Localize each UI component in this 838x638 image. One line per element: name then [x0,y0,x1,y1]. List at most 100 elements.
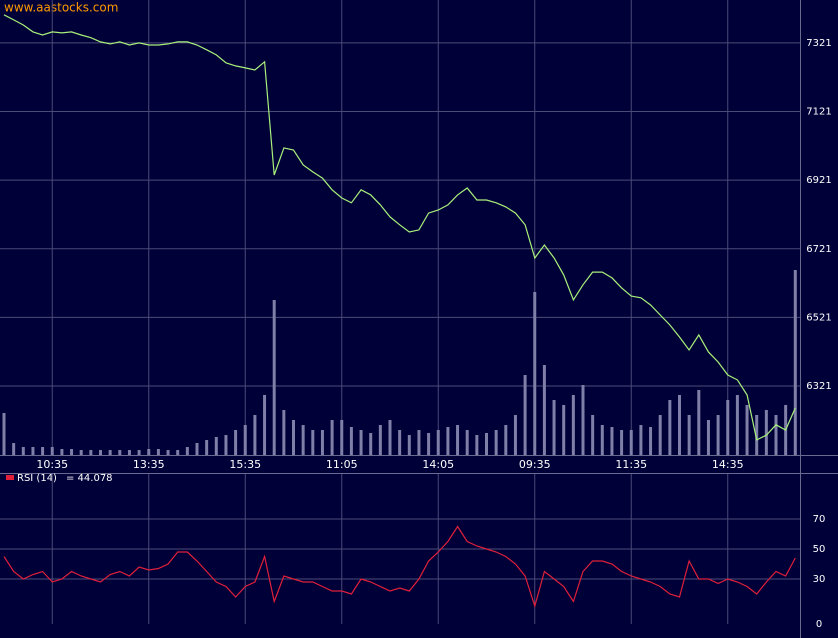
volume-bar [41,447,45,455]
volume-bar [156,449,160,455]
volume-bar [234,430,238,455]
y-tick-label: 6721 [806,244,831,255]
volume-bar [581,385,585,455]
volume-bar [436,430,440,455]
volume-bar [735,395,739,455]
x-tick-label: 11:35 [615,458,647,471]
volume-bar [292,420,295,455]
x-tick-label: 13:35 [133,458,165,471]
volume-bar [494,430,498,455]
volume-bar [600,425,604,455]
brand: www.aastocks.com [4,1,118,15]
volume-bar [263,395,267,455]
volume-bar [89,450,93,455]
volume-bar [311,430,315,455]
volume-bar [716,415,720,455]
volume-bar [697,390,701,455]
volume-bar [398,430,402,455]
volume-bar [137,450,141,455]
volume-bar [639,425,643,455]
volume-bar [523,375,527,455]
volume-bar [678,395,681,455]
volume-bar [79,450,83,455]
series-line [3,14,796,441]
volume-bar [108,450,112,455]
volume-bar [533,292,537,455]
volume-bar [745,405,749,455]
x-tick-label: 14:35 [712,458,744,471]
y-tick-label: 0 [816,619,822,630]
volume-bar [195,443,199,455]
volume-bar [147,449,151,455]
volume-bar [552,400,556,455]
y-tick-label: 7321 [806,38,831,49]
volume-bar [562,405,566,455]
volume-bar [99,450,102,455]
x-tick-label: 15:35 [229,458,261,471]
volume-bar [456,425,460,455]
volume-bar [176,450,180,455]
legend-swatch [6,475,14,480]
x-tick-label: 10:35 [36,458,68,471]
volume-bar [726,400,730,455]
rsi-annotation: = 44.078 [66,473,113,484]
volume-bar [513,415,517,455]
volume-bar [50,447,54,455]
volume-bar [774,415,778,455]
volume-bar [465,430,469,455]
volume-bar [253,415,257,455]
volume-bar [793,270,797,455]
volume-bar [417,430,421,455]
volume-bar [349,427,353,455]
volume-bar [12,443,16,455]
volume-bar [610,427,614,455]
volume-bar [340,420,344,455]
volume-bar [282,410,286,455]
volume-bar [21,447,25,455]
y-tick-label: 6921 [806,175,831,186]
volume-bar [591,415,595,455]
volume-bar [118,450,122,455]
volume-bar [272,300,276,455]
volume-bar [658,415,662,455]
volume-bar [127,450,131,455]
volume-bar [369,433,373,455]
volume-bar [668,400,672,455]
x-tick-label: 09:35 [519,458,551,471]
volume-bar [185,447,189,455]
volume-bar [60,449,64,455]
volume-bar [755,415,759,455]
x-tick-label: 11:05 [326,458,358,471]
volume-bar [649,427,653,455]
volume-bar [205,440,209,455]
volume-bar [571,395,575,455]
volume-bar [764,410,768,455]
volume-bar [2,413,6,455]
volume-bar [243,425,247,455]
volume-bar [687,415,691,455]
volume-bar [407,435,411,455]
volume-bar [629,430,633,455]
y-tick-label: 6521 [806,312,831,323]
y-tick-label: 7121 [806,107,831,118]
volume-bar [446,427,450,455]
volume-bar [320,430,324,455]
volume-bar [427,433,431,455]
volume-bar [214,437,218,455]
rsi-title: RSI (14) [17,473,57,484]
volume-bar [70,449,74,455]
volume-bar [388,420,392,455]
volume-bar [542,365,546,455]
volume-bar [166,450,170,455]
volume-bar [330,420,334,455]
volume-bar [475,435,479,455]
volume-bar [378,425,382,455]
x-tick-label: 14:05 [422,458,454,471]
y-tick-label: 6321 [806,381,831,392]
volume-bar [620,430,624,455]
volume-bar [504,425,508,455]
y-tick-label: 70 [813,514,826,525]
